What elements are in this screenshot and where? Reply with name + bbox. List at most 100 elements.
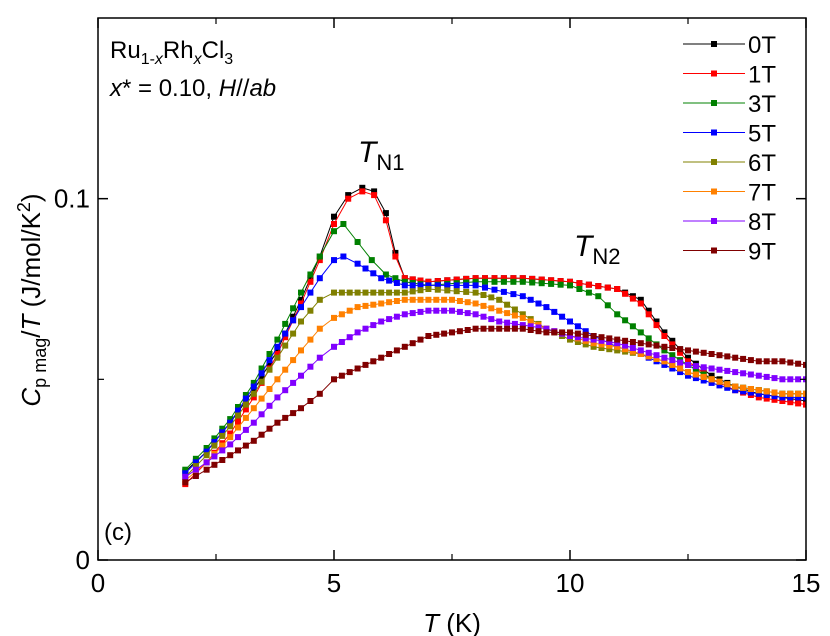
data-point	[692, 375, 699, 382]
data-point	[685, 369, 691, 376]
data-point	[219, 432, 226, 439]
data-point	[732, 354, 739, 361]
data-point	[779, 358, 786, 365]
data-point	[677, 346, 684, 353]
data-point	[510, 275, 517, 282]
data-point	[708, 372, 715, 379]
data-point	[401, 282, 408, 289]
data-point	[362, 265, 369, 272]
data-point	[203, 448, 210, 455]
data-point	[614, 336, 621, 343]
data-point	[371, 192, 378, 199]
data-point	[444, 277, 451, 284]
data-point	[340, 221, 347, 227]
data-point	[266, 386, 273, 392]
data-point	[386, 351, 393, 357]
data-point	[614, 343, 621, 350]
data-point	[227, 416, 234, 423]
data-point	[338, 289, 345, 296]
data-point	[250, 437, 257, 444]
data-point	[307, 278, 314, 285]
data-point	[700, 377, 707, 384]
data-point	[346, 289, 353, 296]
data-point	[290, 317, 297, 324]
y-tick-label: 0	[76, 545, 90, 575]
legend-marker	[711, 218, 717, 224]
data-point	[298, 318, 304, 325]
data-point	[409, 288, 416, 295]
data-point	[763, 388, 770, 395]
data-point	[382, 271, 389, 278]
data-point	[449, 329, 455, 336]
legend-item-7T: 7T	[683, 180, 776, 207]
data-point	[250, 383, 257, 390]
data-point	[182, 473, 189, 480]
data-point	[242, 401, 249, 408]
data-point	[382, 210, 389, 217]
data-point	[795, 376, 802, 383]
data-point	[316, 253, 323, 260]
data-point	[472, 311, 479, 318]
data-point	[359, 184, 366, 191]
data-point	[227, 419, 234, 426]
data-point	[433, 331, 440, 338]
data-point	[535, 328, 542, 335]
data-point	[645, 349, 652, 356]
data-point	[645, 353, 652, 360]
data-point	[480, 302, 487, 309]
data-point	[453, 282, 460, 289]
data-point	[250, 379, 257, 386]
data-point	[227, 430, 234, 437]
tn2-annotation: TN2	[574, 230, 620, 269]
data-point	[340, 253, 347, 260]
legend-marker	[711, 247, 717, 254]
legend-label: 8T	[748, 209, 776, 236]
data-point	[274, 347, 281, 354]
data-point	[669, 337, 676, 344]
data-point	[298, 289, 304, 296]
data-point	[598, 337, 605, 344]
data-point	[606, 339, 613, 345]
data-point	[538, 280, 545, 287]
data-point	[331, 376, 337, 383]
data-point	[298, 405, 304, 412]
data-point	[500, 288, 507, 295]
data-point	[669, 352, 676, 359]
data-point	[378, 275, 385, 282]
data-point	[192, 455, 199, 462]
data-point	[787, 376, 794, 383]
data-point	[354, 304, 361, 311]
data-point	[316, 390, 323, 397]
data-point	[392, 249, 399, 256]
data-point	[368, 257, 375, 264]
data-point	[298, 304, 304, 311]
data-point	[371, 188, 378, 195]
data-point	[763, 392, 770, 398]
data-point	[606, 342, 613, 349]
data-point	[472, 278, 479, 285]
data-point	[192, 459, 199, 466]
data-point	[637, 340, 644, 347]
data-point	[227, 452, 234, 459]
data-point	[576, 280, 583, 287]
data-point	[346, 334, 353, 341]
data-point	[787, 390, 794, 397]
data-point	[510, 278, 517, 285]
data-point	[582, 341, 589, 348]
data-point	[346, 369, 353, 376]
legend-label: 9T	[748, 239, 776, 266]
data-point	[203, 466, 210, 473]
data-point	[482, 284, 488, 291]
legend-label: 1T	[748, 62, 776, 89]
data-point	[354, 260, 361, 267]
data-point	[192, 466, 199, 473]
data-point	[362, 289, 369, 296]
data-point	[519, 314, 526, 321]
legend-marker	[711, 100, 717, 106]
data-point	[519, 325, 526, 332]
legend-marker	[711, 188, 717, 195]
data-point	[463, 282, 470, 289]
data-point	[219, 457, 226, 463]
series-layer	[182, 184, 806, 488]
